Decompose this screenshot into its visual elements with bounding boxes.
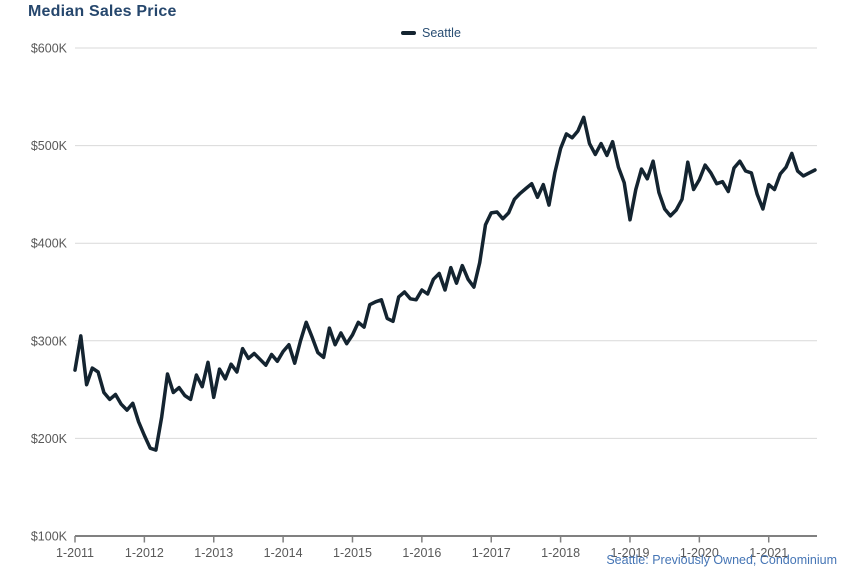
x-tick-label: 1-2015 <box>333 546 372 560</box>
legend-line-swatch <box>401 31 416 35</box>
series-line-seattle[interactable] <box>73 115 817 452</box>
x-tick-label: 1-2019 <box>611 546 650 560</box>
x-tick-label: 1-2017 <box>472 546 511 560</box>
x-tick-label: 1-2020 <box>680 546 719 560</box>
source-note: Seattle: Previously Owned, Condominium <box>606 553 837 567</box>
legend-label-seattle: Seattle <box>422 26 461 40</box>
y-tick-label: $200K <box>31 432 68 446</box>
x-tick-label: 1-2013 <box>194 546 233 560</box>
x-tick-label: 1-2016 <box>402 546 441 560</box>
x-tick-label: 1-2011 <box>56 546 94 560</box>
y-tick-label: $600K <box>31 42 68 56</box>
x-tick-label: 1-2021 <box>749 546 788 560</box>
legend[interactable]: Seattle <box>401 26 461 40</box>
x-tick-label: 1-2018 <box>541 546 580 560</box>
y-tick-label: $500K <box>31 139 68 153</box>
x-tick-label: 1-2014 <box>264 546 303 560</box>
x-tick-label: 1-2012 <box>125 546 164 560</box>
y-tick-label: $100K <box>31 530 68 544</box>
chart-title: Median Sales Price <box>28 3 177 20</box>
y-tick-label: $400K <box>31 237 68 251</box>
y-tick-label: $300K <box>31 334 68 348</box>
